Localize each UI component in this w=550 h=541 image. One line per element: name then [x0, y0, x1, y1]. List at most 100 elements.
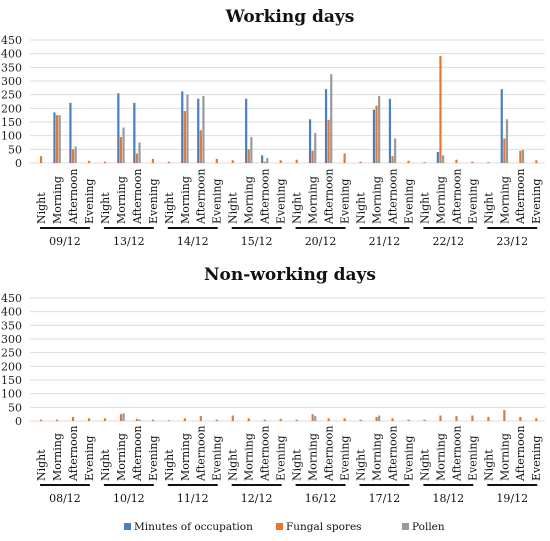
- period-label: Morning: [498, 433, 511, 481]
- legend-label-minutes: Minutes of occupation: [134, 521, 253, 533]
- date-label: 19/12: [496, 492, 528, 505]
- bar-fungal-11-12-night: [167, 420, 170, 421]
- bar-fungal-09-12-evening: [87, 160, 91, 163]
- period-label: Morning: [179, 176, 192, 224]
- period-label: Evening: [339, 179, 352, 224]
- bar-minutes-22-12-morning: [436, 152, 439, 163]
- bar-fungal-13-12-morning: [119, 137, 123, 163]
- bar-pollen-15-12-morning: [250, 137, 253, 163]
- y-tick-label: 100: [1, 130, 22, 143]
- period-label: Afternoon: [450, 169, 463, 225]
- y-tick-label: 200: [1, 360, 22, 373]
- bar-fungal-09-12-morning: [55, 115, 59, 163]
- period-label: Night: [418, 192, 431, 224]
- bar-fungal-13-12-evening: [151, 158, 155, 163]
- bar-fungal-16-12-afternoon: [327, 418, 330, 421]
- bar-fungal-23-12-afternoon: [519, 150, 522, 163]
- period-label: Afternoon: [386, 169, 399, 225]
- y-tick-label: 300: [1, 75, 22, 88]
- period-label: Evening: [83, 436, 96, 481]
- bar-fungal-10-12-morning: [119, 414, 123, 421]
- bar-pollen-14-12-afternoon: [202, 96, 205, 163]
- date-label: 23/12: [496, 235, 528, 248]
- period-label: Evening: [402, 179, 415, 224]
- bar-fungal-15-12-morning: [247, 149, 250, 163]
- period-label: Night: [354, 192, 367, 224]
- y-tick-label: 150: [1, 374, 22, 387]
- period-label: Night: [291, 449, 304, 481]
- period-label: Night: [291, 192, 304, 224]
- y-tick-label: 400: [1, 306, 22, 319]
- bar-minutes-15-12-afternoon: [261, 155, 264, 163]
- bar-pollen-10-12-afternoon: [138, 419, 141, 421]
- bar-pollen-13-12-morning: [122, 127, 125, 163]
- period-label: Morning: [434, 176, 447, 224]
- bar-fungal-21-12-evening: [407, 160, 410, 163]
- period-label: Afternoon: [67, 426, 80, 482]
- y-tick-label: 350: [1, 61, 22, 74]
- bar-fungal-09-12-night: [39, 156, 43, 163]
- bar-minutes-20-12-afternoon: [324, 89, 328, 163]
- legend-swatch-fungal: [276, 523, 283, 530]
- bar-fungal-09-12-afternoon: [71, 149, 75, 163]
- period-label: Afternoon: [259, 426, 272, 482]
- bar-pollen-10-12-morning: [122, 413, 125, 421]
- y-tick-label: 450: [1, 292, 22, 305]
- bar-fungal-11-12-morning: [183, 418, 186, 421]
- bar-pollen-17-12-morning: [378, 415, 381, 421]
- bar-fungal-21-12-morning: [375, 105, 378, 163]
- y-tick-label: 400: [1, 48, 22, 61]
- bar-fungal-16-12-morning: [311, 414, 314, 421]
- bar-fungal-20-12-evening: [343, 153, 346, 163]
- bar-fungal-17-12-evening: [407, 419, 410, 421]
- period-label: Morning: [51, 433, 64, 481]
- legend-swatch-pollen: [402, 523, 409, 530]
- period-label: Evening: [339, 436, 352, 481]
- period-label: Night: [35, 192, 48, 224]
- period-label: Night: [99, 449, 112, 481]
- y-tick-label: 50: [8, 143, 22, 156]
- date-label: 12/12: [241, 492, 273, 505]
- bar-fungal-14-12-afternoon: [199, 130, 202, 163]
- period-label: Night: [482, 449, 495, 481]
- period-label: Night: [354, 449, 367, 481]
- bar-fungal-21-12-night: [359, 161, 362, 163]
- legend-swatch-minutes: [124, 523, 131, 530]
- period-label: Morning: [370, 176, 383, 224]
- bar-pollen-21-12-morning: [378, 96, 381, 163]
- bar-fungal-10-12-evening: [151, 419, 155, 421]
- period-label: Night: [418, 449, 431, 481]
- bar-pollen-16-12-morning: [314, 416, 317, 421]
- legend: Minutes of occupation Fungal spores Pollen: [124, 521, 445, 533]
- bar-fungal-22-12-night: [423, 162, 426, 163]
- bar-fungal-22-12-afternoon: [455, 159, 458, 163]
- bar-fungal-08-12-afternoon: [71, 416, 75, 421]
- date-label: 21/12: [369, 235, 401, 248]
- date-label: 14/12: [177, 235, 209, 248]
- period-label: Night: [163, 192, 176, 224]
- period-label: Morning: [307, 433, 320, 481]
- bar-pollen-13-12-afternoon: [138, 142, 141, 163]
- period-label: Afternoon: [450, 426, 463, 482]
- period-label: Evening: [466, 179, 479, 224]
- period-label: Night: [99, 192, 112, 224]
- period-label: Morning: [115, 176, 128, 224]
- bar-fungal-08-12-night: [39, 419, 43, 421]
- bar-fungal-18-12-morning: [439, 415, 442, 421]
- bar-fungal-21-12-afternoon: [391, 156, 394, 163]
- chart-title-nonworking: Non-working days: [204, 265, 376, 285]
- bar-minutes-21-12-afternoon: [388, 98, 392, 163]
- bar-fungal-10-12-afternoon: [135, 418, 139, 421]
- bar-fungal-15-12-night: [231, 160, 234, 163]
- period-label: Evening: [147, 436, 160, 481]
- period-label: Morning: [498, 176, 511, 224]
- period-label: Evening: [147, 179, 160, 224]
- y-tick-label: 150: [1, 116, 22, 129]
- period-label: Evening: [466, 436, 479, 481]
- period-label: Night: [35, 449, 48, 481]
- y-tick-label: 300: [1, 333, 22, 346]
- bar-fungal-14-12-night: [167, 161, 170, 163]
- period-label: Afternoon: [514, 169, 527, 225]
- bar-fungal-10-12-night: [103, 418, 107, 421]
